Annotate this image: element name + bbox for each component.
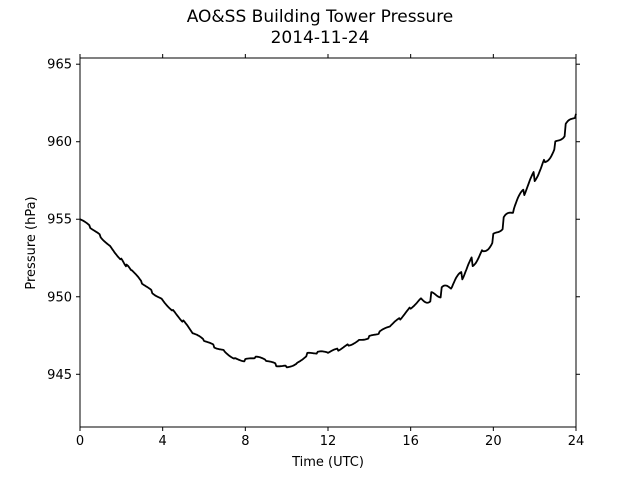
x-tick-label: 24	[568, 434, 585, 449]
series-line-pressure	[79, 113, 577, 369]
x-tick-label: 16	[402, 434, 419, 449]
chart-subtitle: 2014-11-24	[270, 28, 370, 48]
axes-border	[79, 57, 577, 428]
y-tick-label: 945	[47, 368, 72, 383]
x-tick-label: 12	[320, 434, 337, 449]
chart-title: AO&SS Building Tower Pressure	[186, 7, 454, 27]
x-tick-label: 8	[241, 434, 249, 449]
x-tick-label: 0	[76, 434, 84, 449]
x-axis-label: Time (UTC)	[291, 455, 364, 470]
axes-frame	[79, 57, 577, 428]
x-tick-label: 20	[485, 434, 502, 449]
y-tick-label: 955	[47, 213, 72, 228]
axis-ticks: 0 4 8 12 16 20 24 945 950 955 960 965	[47, 54, 584, 449]
y-axis-label: Pressure (hPa)	[24, 196, 39, 289]
y-tick-label: 965	[47, 58, 72, 73]
y-tick-label: 950	[47, 290, 72, 305]
x-tick-label: 4	[159, 434, 167, 449]
y-tick-label: 960	[47, 135, 72, 150]
